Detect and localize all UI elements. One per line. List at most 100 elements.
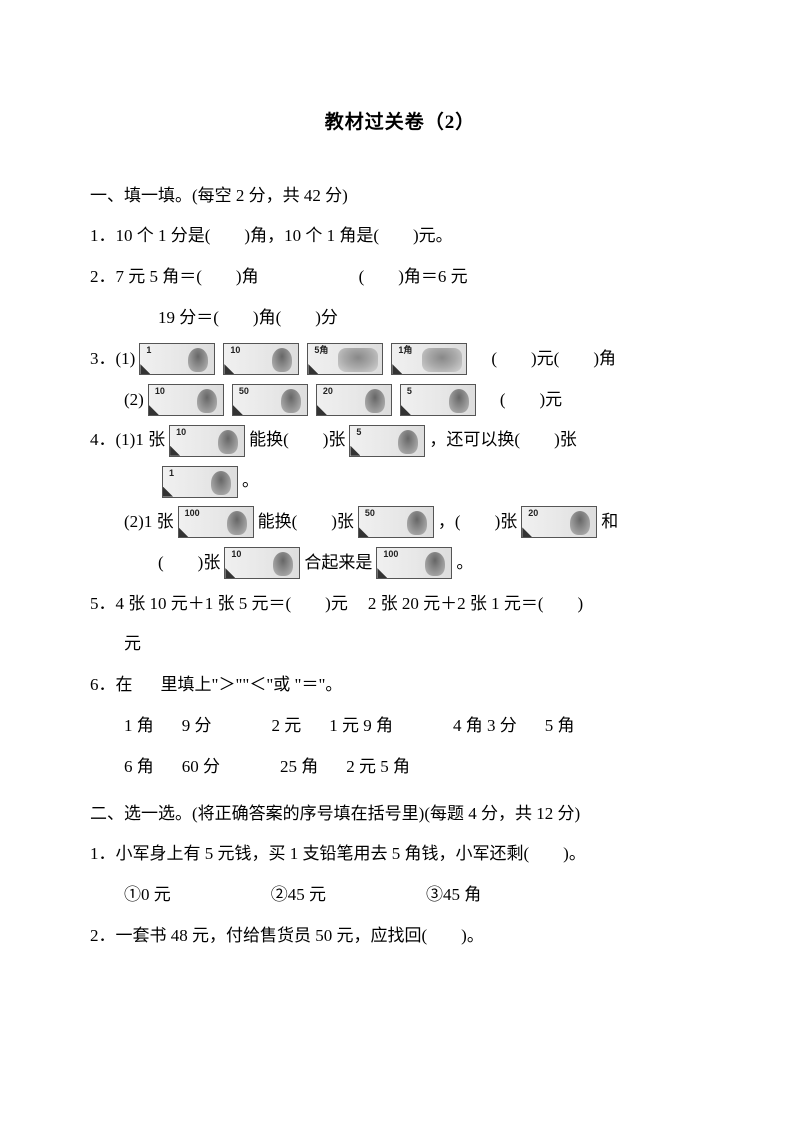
q6-line1: 6． 在 里填上"＞""＜"或 "＝"。 — [90, 665, 710, 706]
q2-l1c: ( — [359, 257, 365, 298]
compare-box[interactable] — [158, 757, 178, 777]
bq1-text: 小军身上有 5 元钱，买 1 支铅笔用去 5 角钱，小军还剩( — [116, 834, 530, 875]
bill-20yuan: 20 — [316, 384, 392, 416]
bill-100yuan: 100 — [376, 547, 452, 579]
compare-box-icon — [137, 676, 157, 696]
q4-l3d: 。 — [456, 543, 473, 584]
bill-1yuan: 1 — [139, 343, 215, 375]
q6-c2b: 1 元 9 角 — [329, 706, 393, 747]
b-q1-opts: ①0 元 ②45 元 ③45 角 — [90, 875, 710, 916]
bill-20yuan: 20 — [521, 506, 597, 538]
q1: 1． 10 个 1 分是( )角，10 个 1 角是( )元。 — [90, 216, 710, 257]
q4-l3b: )张 — [198, 543, 221, 584]
q3-line2: (2) 10 50 20 5 ( )元 — [90, 380, 710, 421]
compare-box[interactable] — [158, 716, 178, 736]
bill-5yuan: 5 — [349, 425, 425, 457]
q6-intro1: 在 — [116, 665, 133, 706]
compare-box[interactable] — [521, 716, 541, 736]
bill-50yuan: 50 — [232, 384, 308, 416]
bill-5jiao: 5角 — [307, 343, 383, 375]
q3-sub1: (1) — [116, 339, 136, 380]
q3-r1c: )角 — [593, 339, 616, 380]
bq2-num: 2． — [90, 916, 116, 957]
compare-box[interactable] — [305, 716, 325, 736]
q6-line3: 6 角 60 分 25 角 2 元 5 角 — [90, 747, 710, 788]
q6-c1b: 9 分 — [182, 706, 212, 747]
q2-line1: 2． 7 元 5 角＝( )角 ( )角＝6 元 — [90, 257, 710, 298]
b-q2: 2． 一套书 48 元，付给售货员 50 元，应找回( )。 — [90, 916, 710, 957]
bq1-o2[interactable]: ②45 元 — [271, 875, 326, 916]
q4-t2b: )张 — [331, 502, 354, 543]
bill-50yuan: 50 — [358, 506, 434, 538]
q4-line4: ( )张 10 合起来是 100 。 — [90, 543, 710, 584]
q6-c4a: 6 角 — [124, 747, 154, 788]
q4-l3a: ( — [158, 543, 164, 584]
bq2-tail: )。 — [461, 916, 484, 957]
q6-c1a: 1 角 — [124, 706, 154, 747]
q2-l1a: 7 元 5 角＝( — [116, 257, 202, 298]
q3-r2b: )元 — [540, 380, 563, 421]
q5-line2: 元 — [90, 624, 710, 665]
q5-d: ) — [578, 584, 584, 625]
q6-num: 6． — [90, 665, 116, 706]
bill-1jiao: 1角 — [391, 343, 467, 375]
bq1-o3[interactable]: ③45 角 — [426, 875, 481, 916]
q4-t1c: ，还可以换( — [429, 420, 520, 461]
q4-line1: 4． (1)1 张 10 能换( )张 5 ，还可以换( )张 — [90, 420, 710, 461]
q2-num: 2． — [90, 257, 116, 298]
q3-r2a: ( — [500, 380, 506, 421]
q4-sub1: (1)1 张 — [116, 420, 166, 461]
q2-l2a: 19 分＝( — [158, 298, 219, 339]
q1-t2: )角，10 个 1 角是( — [244, 216, 379, 257]
q6-c5b: 2 元 5 角 — [346, 747, 410, 788]
bq1-o1[interactable]: ①0 元 — [124, 875, 171, 916]
q2-l2b: )角( — [253, 298, 281, 339]
bill-100yuan: 100 — [178, 506, 254, 538]
section-b-heading: 二、选一选。(将正确答案的序号填在括号里)(每题 4 分，共 12 分) — [90, 794, 710, 835]
q1-num: 1． — [90, 216, 116, 257]
section-a-heading: 一、填一填。(每空 2 分，共 42 分) — [90, 176, 710, 217]
q4-line3: (2)1 张 100 能换( )张 50 ，( )张 20 和 — [90, 502, 710, 543]
bq2-text: 一套书 48 元，付给售货员 50 元，应找回( — [116, 916, 428, 957]
q6-c4b: 60 分 — [182, 747, 220, 788]
q6-c5a: 25 角 — [280, 747, 318, 788]
q2-l1b: )角 — [236, 257, 259, 298]
q4-l3c: 合起来是 — [304, 543, 372, 584]
q5-b: )元 — [325, 584, 348, 625]
q4-t2c: ，( — [438, 502, 461, 543]
q1-t3: )元。 — [413, 216, 453, 257]
bq1-num: 1． — [90, 834, 116, 875]
section-a: 一、填一填。(每空 2 分，共 42 分) 1． 10 个 1 分是( )角，1… — [90, 176, 710, 788]
q5-e: 元 — [124, 624, 141, 665]
q4-sub2: (2)1 张 — [124, 502, 174, 543]
q4-t1d: )张 — [554, 420, 577, 461]
q2-l2c: )分 — [315, 298, 338, 339]
q6-intro2: 里填上"＞""＜"或 "＝"。 — [161, 665, 343, 706]
q2-line2: 19 分＝( )角( )分 — [90, 298, 710, 339]
q5-c: 2 张 20 元＋2 张 1 元＝( — [368, 584, 544, 625]
bill-10yuan: 10 — [224, 547, 300, 579]
q4-t2a: 能换( — [258, 502, 298, 543]
q6-c3a: 4 角 3 分 — [453, 706, 517, 747]
q3-sub2: (2) — [124, 380, 144, 421]
bill-10yuan: 10 — [223, 343, 299, 375]
bill-5yuan: 5 — [400, 384, 476, 416]
bill-10yuan: 10 — [148, 384, 224, 416]
q2-l1d: )角＝6 元 — [398, 257, 467, 298]
section-b: 二、选一选。(将正确答案的序号填在括号里)(每题 4 分，共 12 分) 1． … — [90, 794, 710, 957]
q6-line2: 1 角 9 分 2 元 1 元 9 角 4 角 3 分 5 角 — [90, 706, 710, 747]
worksheet-page: 教材过关卷（2） 一、填一填。(每空 2 分，共 42 分) 1． 10 个 1… — [0, 0, 800, 1131]
q3-r1b: )元( — [531, 339, 559, 380]
q4-t1b: )张 — [323, 420, 346, 461]
q6-c2a: 2 元 — [272, 706, 302, 747]
q6-c3b: 5 角 — [545, 706, 575, 747]
q5-a: 4 张 10 元＋1 张 5 元＝( — [116, 584, 292, 625]
compare-box[interactable] — [322, 757, 342, 777]
q3-num: 3． — [90, 339, 116, 380]
heading-text: 二、选一选。(将正确答案的序号填在括号里)(每题 4 分，共 12 分) — [90, 794, 580, 835]
bill-10yuan: 10 — [169, 425, 245, 457]
q4-dot: 。 — [242, 461, 259, 502]
q5-num: 5． — [90, 584, 116, 625]
q4-t2d: )张 — [495, 502, 518, 543]
q5-line1: 5． 4 张 10 元＋1 张 5 元＝( )元 2 张 20 元＋2 张 1 … — [90, 584, 710, 625]
